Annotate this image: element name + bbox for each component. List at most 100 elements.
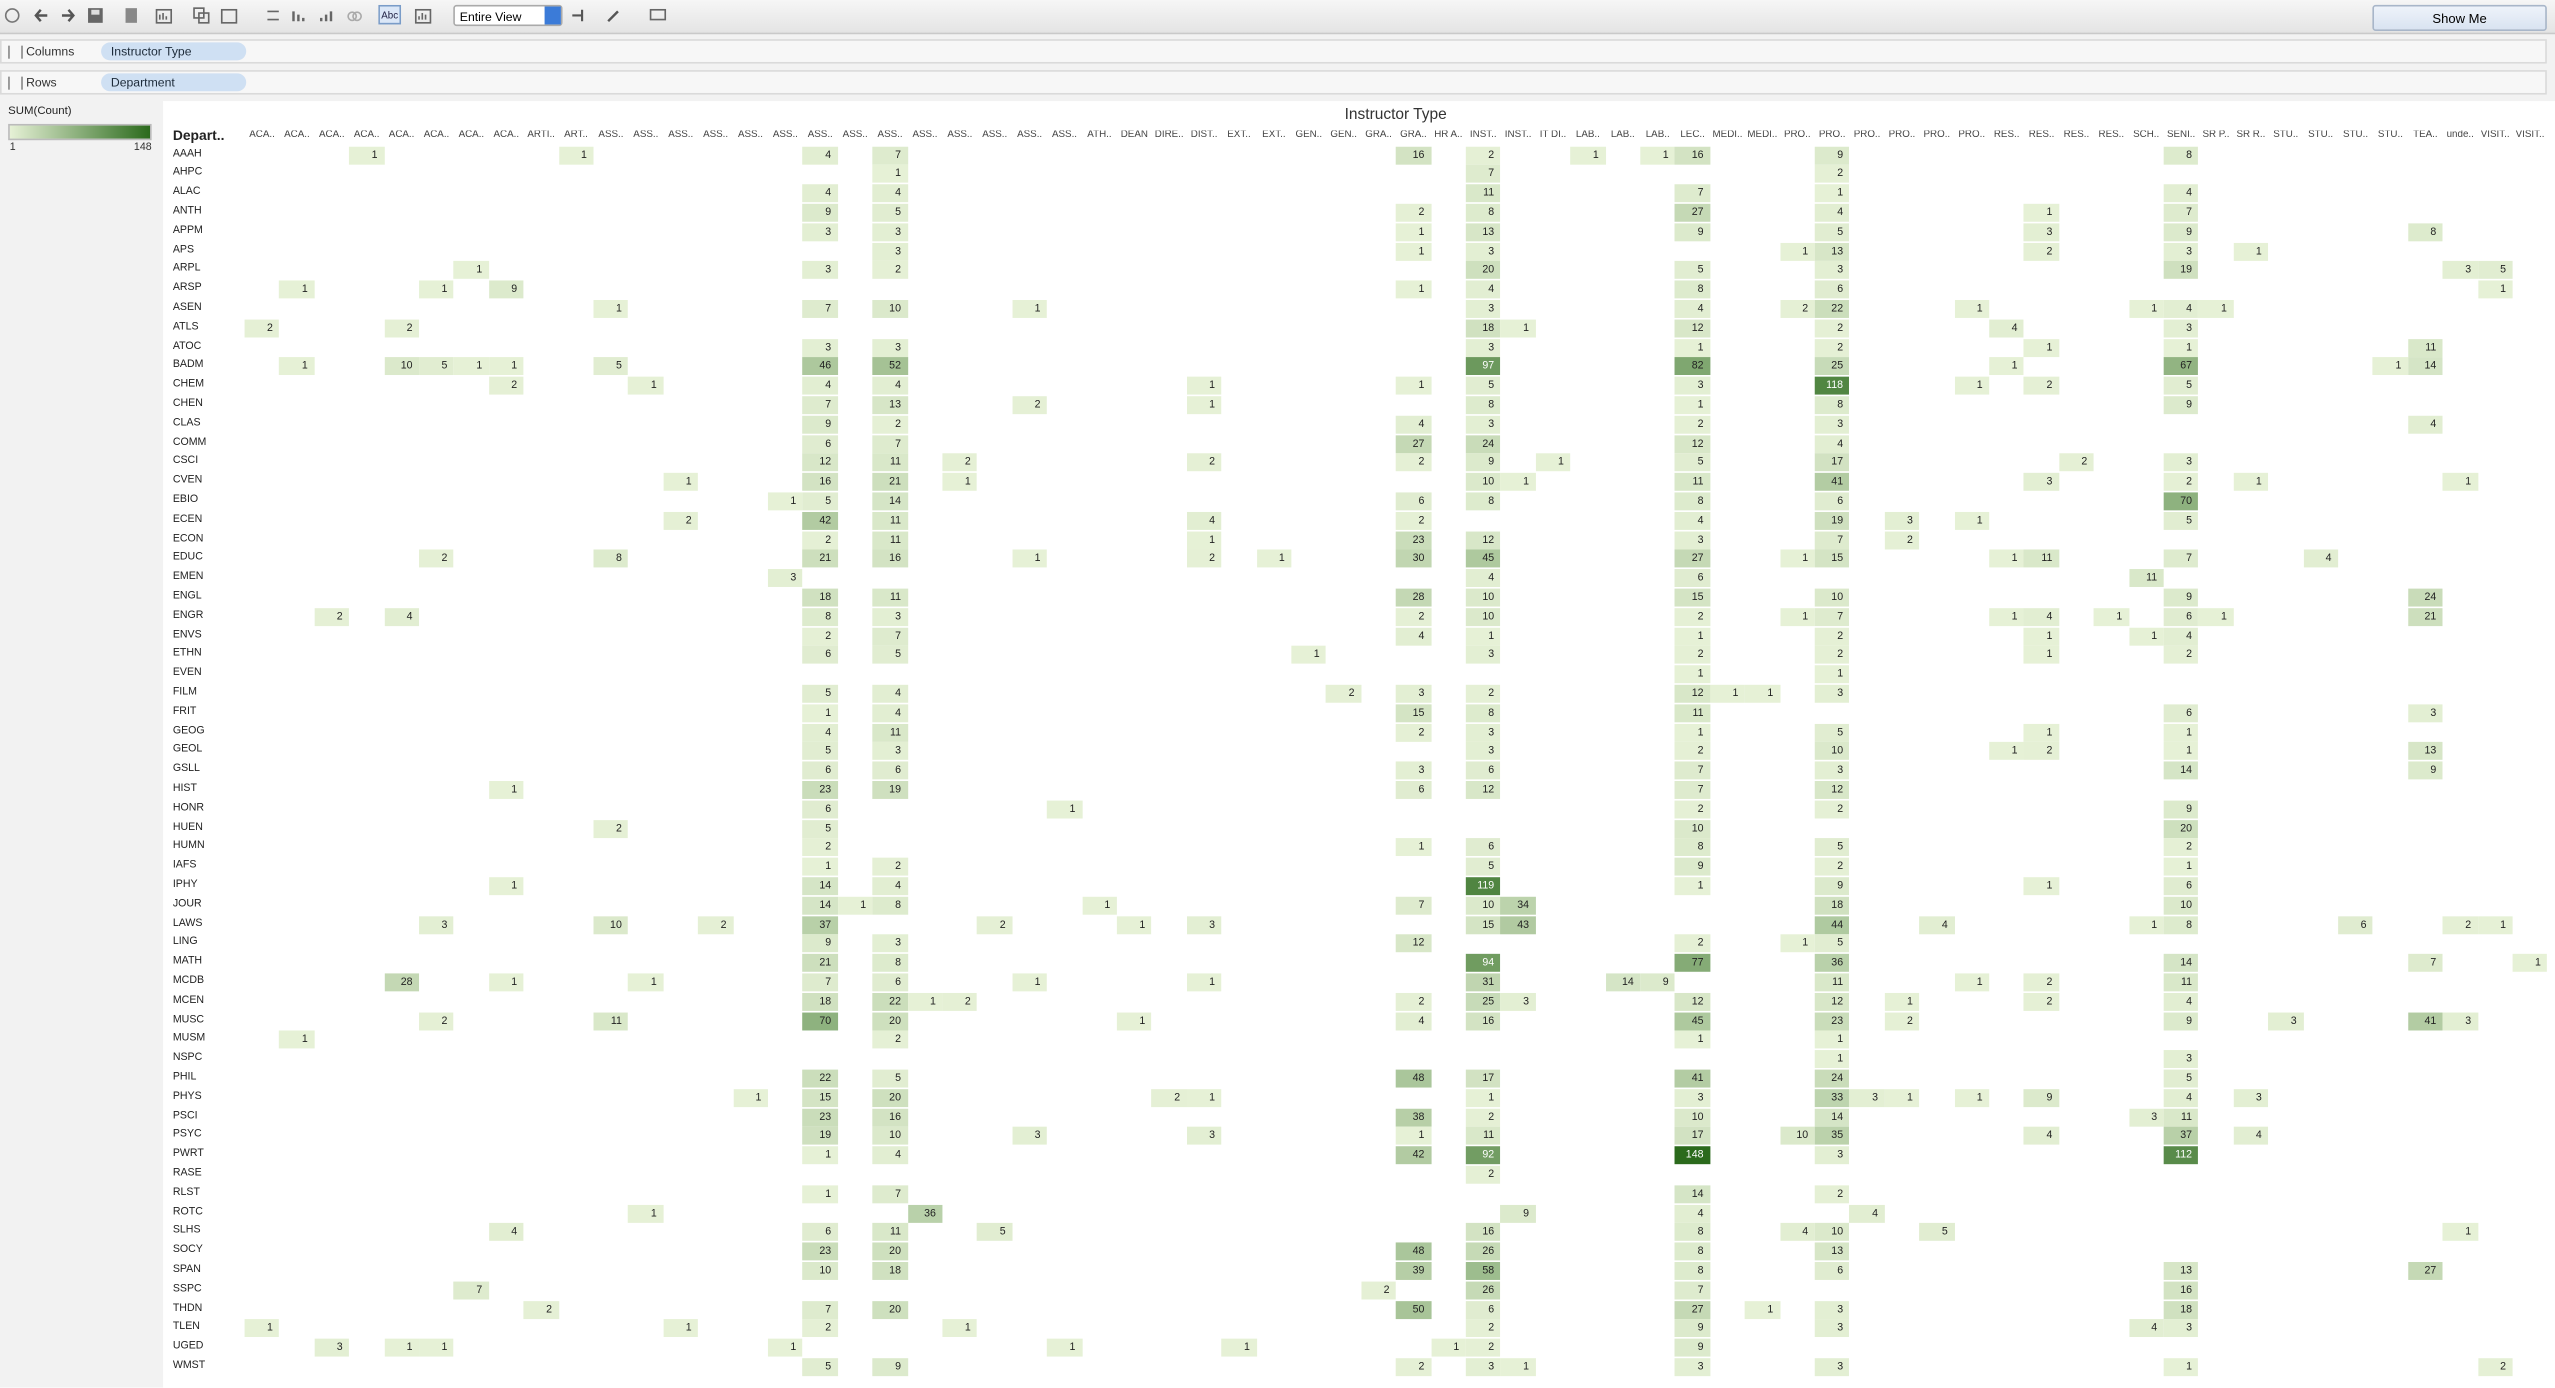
cell: 50 <box>1396 1300 1431 1319</box>
column-header: ASS.. <box>668 130 694 141</box>
cell: 8 <box>2407 222 2443 241</box>
cell: 15 <box>1465 915 1501 934</box>
columns-shelf: Columns Instructor Type <box>0 39 2547 64</box>
cell: 2 <box>1675 607 1711 626</box>
cell: 1 <box>488 780 524 799</box>
color-legend[interactable] <box>8 123 152 141</box>
row-label: RASE <box>172 1167 202 1179</box>
cell: 7 <box>872 1184 908 1203</box>
forward-button[interactable] <box>59 7 77 25</box>
cell: 5 <box>802 492 838 511</box>
column-header: DIST.. <box>1190 130 1218 141</box>
cell: 3 <box>2024 222 2059 241</box>
cell: 9 <box>2163 1011 2199 1030</box>
cell: 14 <box>1675 1184 1711 1203</box>
presentation-button[interactable] <box>649 7 667 25</box>
cell: 8 <box>802 607 838 626</box>
cell: 2 <box>1675 934 1711 953</box>
sort-desc-button[interactable] <box>318 7 336 25</box>
cell: 16 <box>1675 145 1711 164</box>
cell: 1 <box>1675 626 1711 645</box>
cell: 10 <box>872 1127 908 1146</box>
cell: 7 <box>1675 184 1711 203</box>
cell: 3 <box>1012 1127 1048 1146</box>
cell: 1 <box>1954 299 1990 318</box>
column-header: ASS.. <box>912 130 938 141</box>
cell: 5 <box>1675 453 1711 472</box>
cell: 2 <box>2024 376 2059 395</box>
cell: 2 <box>1396 723 1431 742</box>
cell: 24 <box>1814 1069 1850 1088</box>
cell: 8 <box>1675 1223 1711 1242</box>
cell: 12 <box>1465 780 1501 799</box>
cell: 2 <box>419 549 454 568</box>
show-labels-button[interactable]: Abc <box>378 4 402 25</box>
swap-button[interactable] <box>264 7 282 25</box>
cell: 5 <box>977 1223 1013 1242</box>
column-header: ACA.. <box>458 130 485 141</box>
sort-asc-button[interactable] <box>290 7 308 25</box>
cell: 1 <box>1884 992 1920 1011</box>
cell: 1 <box>1954 1088 1990 1107</box>
back-button[interactable] <box>33 7 51 25</box>
cell: 7 <box>2163 203 2199 222</box>
cell: 3 <box>419 915 454 934</box>
cell: 7 <box>802 299 838 318</box>
cell: 9 <box>1814 877 1850 895</box>
dropdown-arrow <box>544 6 561 25</box>
cell: 39 <box>1396 1261 1431 1280</box>
cell: 1 <box>1535 453 1571 472</box>
fix-axes-button[interactable] <box>569 7 587 25</box>
cell: 4 <box>2163 184 2199 203</box>
cell: 14 <box>802 896 838 915</box>
column-header: DEAN <box>1120 130 1148 141</box>
field-pill[interactable]: Instructor Type <box>101 42 247 61</box>
clear-button[interactable] <box>220 7 238 25</box>
cell: 1 <box>2163 857 2199 876</box>
cell: 7 <box>2163 549 2199 568</box>
cell: 3 <box>2407 703 2443 722</box>
new-datasource-button[interactable] <box>122 7 140 25</box>
column-header: MEDI.. <box>1712 130 1743 141</box>
cell: 3 <box>872 338 908 357</box>
duplicate-button[interactable] <box>192 7 210 25</box>
cell: 4 <box>2163 299 2199 318</box>
column-header: ACA.. <box>388 130 415 141</box>
side-pane <box>0 101 159 1388</box>
highlight-button[interactable] <box>605 7 623 25</box>
cell: 5 <box>802 684 838 703</box>
cell: 4 <box>872 376 908 395</box>
view-dropdown[interactable]: Entire View <box>453 4 563 27</box>
cell: 11 <box>872 723 908 742</box>
cell: 1 <box>1396 1127 1431 1146</box>
show-me-button[interactable]: Show Me <box>2372 4 2547 31</box>
cell: 3 <box>872 607 908 626</box>
row-header[interactable]: Depart.. <box>172 127 225 144</box>
cell: 2 <box>1675 800 1711 819</box>
field-pill[interactable]: Department <box>101 73 247 92</box>
cell: 1 <box>1954 511 1990 530</box>
column-title: Instructor Type <box>1344 105 1447 124</box>
cell: 7 <box>1396 896 1431 915</box>
cell: 1 <box>279 280 315 299</box>
new-sheet-button[interactable] <box>155 7 173 25</box>
cell: 44 <box>1814 915 1850 934</box>
fit-button[interactable] <box>414 7 432 25</box>
cell: 14 <box>2407 357 2443 376</box>
menu-icon[interactable] <box>3 7 21 25</box>
cell: 2 <box>1361 1281 1397 1299</box>
cell: 14 <box>1814 1107 1850 1126</box>
cell: 21 <box>2407 607 2443 626</box>
cell: 41 <box>1675 1069 1711 1088</box>
shelf-grip <box>8 76 23 90</box>
cell: 11 <box>2163 973 2199 992</box>
group-button[interactable] <box>346 7 364 25</box>
cell: 9 <box>1675 1319 1711 1338</box>
column-header: STU.. <box>2343 130 2369 141</box>
cell: 4 <box>1814 203 1850 222</box>
cell: 4 <box>1675 1204 1711 1223</box>
row-label: NSPC <box>172 1051 203 1064</box>
save-button[interactable] <box>86 7 104 25</box>
cell: 26 <box>1465 1281 1501 1299</box>
cell: 5 <box>593 357 629 376</box>
